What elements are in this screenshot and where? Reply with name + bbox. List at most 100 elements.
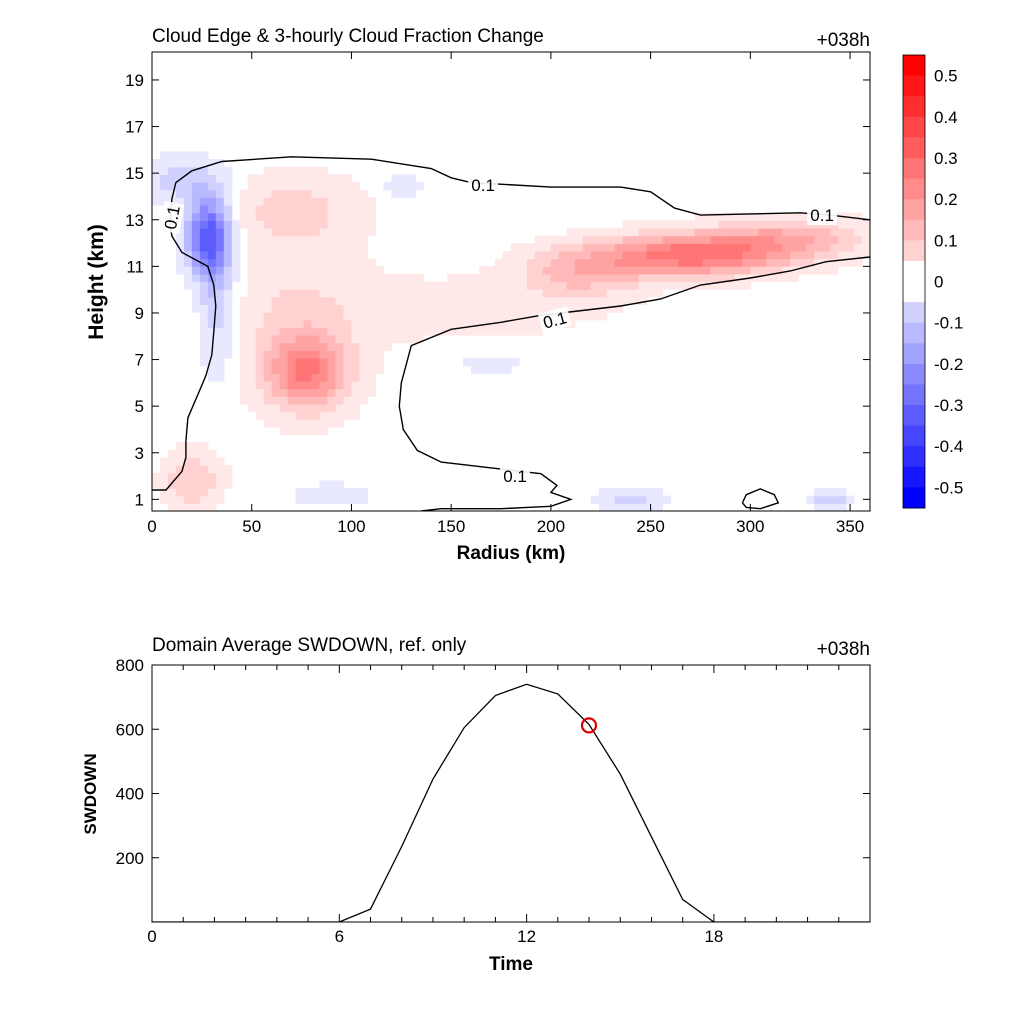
- heatmap-cell: [343, 281, 353, 290]
- colorbar-cell: [903, 322, 925, 344]
- heatmap-cell: [335, 266, 345, 275]
- heatmap-cell: [319, 419, 329, 428]
- heatmap-cell: [287, 342, 297, 351]
- heatmap-cell: [327, 235, 337, 244]
- heatmap-cell: [774, 266, 783, 275]
- heatmap-cell: [734, 281, 743, 290]
- heatmap-cell: [574, 258, 584, 267]
- heatmap-cell: [518, 296, 528, 306]
- heatmap-cell: [247, 327, 257, 336]
- heatmap-cell: [391, 281, 400, 290]
- heatmap-cell: [255, 235, 265, 244]
- heatmap-cell: [279, 403, 289, 413]
- heatmap-cell: [263, 174, 273, 183]
- colorbar-cell: [903, 219, 925, 241]
- heatmap-cell: [327, 289, 337, 298]
- y-tick-label: 11: [126, 257, 144, 276]
- heatmap-cell: [511, 296, 520, 306]
- heatmap-cell: [175, 503, 185, 511]
- heatmap-cell: [159, 457, 169, 466]
- heatmap-cell: [287, 365, 297, 374]
- heatmap-cell: [574, 266, 584, 275]
- heatmap-cell: [183, 480, 193, 489]
- heatmap-cell: [439, 304, 448, 313]
- heatmap-cell: [558, 289, 568, 298]
- heatmap-cell: [662, 243, 672, 252]
- heatmap-cell: [542, 296, 552, 306]
- heatmap-cell: [558, 235, 568, 244]
- heatmap-cell: [702, 258, 712, 267]
- heatmap-cell: [375, 273, 384, 283]
- heatmap-cell: [303, 281, 313, 290]
- heatmap-cell: [191, 174, 201, 183]
- heatmap-cell: [774, 235, 783, 244]
- heatmap-cell: [255, 296, 265, 306]
- heatmap-cell: [487, 296, 496, 306]
- heatmap-cell: [295, 227, 305, 237]
- heatmap-cell: [606, 289, 616, 298]
- heatmap-cell: [311, 365, 321, 374]
- heatmap-cell: [199, 312, 209, 321]
- heatmap-cell: [566, 250, 576, 260]
- heatmap-cell: [191, 189, 201, 198]
- heatmap-cell: [463, 358, 472, 367]
- heatmap-cell: [606, 250, 616, 260]
- heatmap-cell: [359, 495, 368, 504]
- heatmap-cell: [271, 220, 281, 229]
- heatmap-cell: [327, 403, 337, 413]
- heatmap-cell: [271, 411, 281, 420]
- heatmap-cell: [191, 166, 201, 175]
- heatmap-cell: [279, 304, 289, 313]
- heatmap-cell: [471, 289, 480, 298]
- heatmap-cell: [335, 273, 345, 283]
- heatmap-cell: [263, 182, 273, 191]
- heatmap-cell: [183, 227, 193, 237]
- heatmap-cell: [223, 166, 233, 175]
- heatmap-cell: [311, 296, 321, 306]
- heatmap-cell: [790, 212, 799, 221]
- heatmap-cell: [343, 358, 353, 367]
- heatmap-cell: [415, 327, 424, 336]
- heatmap-cell: [335, 327, 345, 336]
- heatmap-cell: [207, 304, 217, 313]
- heatmap-cell: [279, 289, 289, 298]
- heatmap-cell: [806, 250, 815, 260]
- heatmap-cell: [574, 273, 584, 283]
- heatmap-cell: [830, 235, 839, 244]
- heatmap-cell: [191, 273, 201, 283]
- heatmap-cell: [407, 281, 416, 290]
- heatmap-cell: [846, 250, 855, 260]
- heatmap-cell: [798, 266, 807, 275]
- heatmap-cell: [335, 396, 345, 405]
- heatmap-cell: [582, 227, 592, 237]
- heatmap-cell: [726, 250, 735, 260]
- heatmap-cell: [487, 358, 496, 367]
- heatmap-cell: [231, 258, 241, 267]
- contour-label-text: 0.1: [503, 467, 527, 486]
- heatmap-cell: [279, 350, 289, 359]
- heatmap-cell: [263, 403, 273, 413]
- heatmap-cell: [207, 296, 217, 306]
- heatmap-cell: [391, 335, 400, 344]
- heatmap-cell: [686, 220, 696, 229]
- heatmap-cell: [718, 273, 727, 283]
- heatmap-cell: [359, 243, 368, 252]
- heatmap-cell: [287, 273, 297, 283]
- heatmap-cell: [271, 403, 281, 413]
- heatmap-cell: [287, 212, 297, 221]
- heatmap-cell: [159, 166, 169, 175]
- heatmap-cell: [152, 166, 161, 175]
- heatmap-cell: [215, 205, 225, 214]
- heatmap-cell: [319, 296, 329, 306]
- heatmap-cell: [566, 235, 576, 244]
- heatmap-cell: [726, 243, 735, 252]
- heatmap-cell: [175, 472, 185, 481]
- heatmap-cell: [726, 220, 735, 229]
- heatmap-cell: [279, 373, 289, 382]
- heatmap-cell: [167, 503, 177, 511]
- heatmap-cell: [191, 151, 201, 160]
- heatmap-cell: [271, 335, 281, 344]
- heatmap-cell: [758, 220, 767, 229]
- heatmap-cell: [175, 258, 185, 267]
- heatmap-cell: [638, 296, 648, 306]
